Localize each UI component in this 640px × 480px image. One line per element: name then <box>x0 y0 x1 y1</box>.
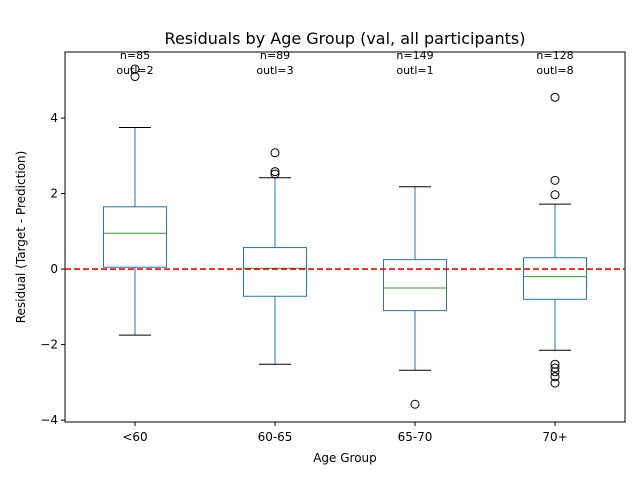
x-tick-label: <60 <box>122 430 147 444</box>
outlier-point <box>130 64 140 74</box>
outlier-annotation: outl=8 <box>536 64 573 77</box>
outlier-point <box>550 190 560 200</box>
y-tick-label: 0 <box>50 262 58 276</box>
iqr-box <box>243 247 307 297</box>
iqr-box <box>523 257 587 300</box>
count-annotation: n=149 <box>396 49 433 62</box>
y-axis-label: Residual (Target - Prediction) <box>14 151 28 324</box>
outlier-point <box>550 378 560 388</box>
count-annotation: n=85 <box>120 49 150 62</box>
outlier-point <box>270 148 280 158</box>
chart-title: Residuals by Age Group (val, all partici… <box>165 29 526 48</box>
x-tick-label: 70+ <box>542 430 567 444</box>
count-annotation: n=128 <box>536 49 573 62</box>
y-tick-label: −4 <box>40 413 58 427</box>
y-tick-label: 4 <box>50 111 58 125</box>
x-tick-label: 65-70 <box>398 430 433 444</box>
plot-area: −4 −2 0 2 4 <60 n=85 outl=2 60-65 n=89 outl=3 65-70… <box>40 49 626 444</box>
outlier-point <box>410 399 420 409</box>
outlier-point <box>550 372 560 382</box>
outlier-annotation: outl=2 <box>116 64 153 77</box>
outlier-point <box>550 367 560 377</box>
y-tick-label: 2 <box>50 187 58 201</box>
y-tick-label: −2 <box>40 338 58 352</box>
outlier-annotation: outl=1 <box>396 64 433 77</box>
outlier-point <box>550 363 560 373</box>
count-annotation: n=89 <box>260 49 290 62</box>
x-tick-label: 60-65 <box>258 430 293 444</box>
iqr-box <box>103 206 167 268</box>
iqr-box <box>383 259 447 312</box>
axes-frame <box>64 51 626 423</box>
outlier-point <box>550 92 560 102</box>
outlier-point <box>270 169 280 179</box>
outlier-point <box>270 167 280 177</box>
outlier-annotation: outl=3 <box>256 64 293 77</box>
x-axis-label: Age Group <box>313 451 377 465</box>
outlier-point <box>550 175 560 185</box>
